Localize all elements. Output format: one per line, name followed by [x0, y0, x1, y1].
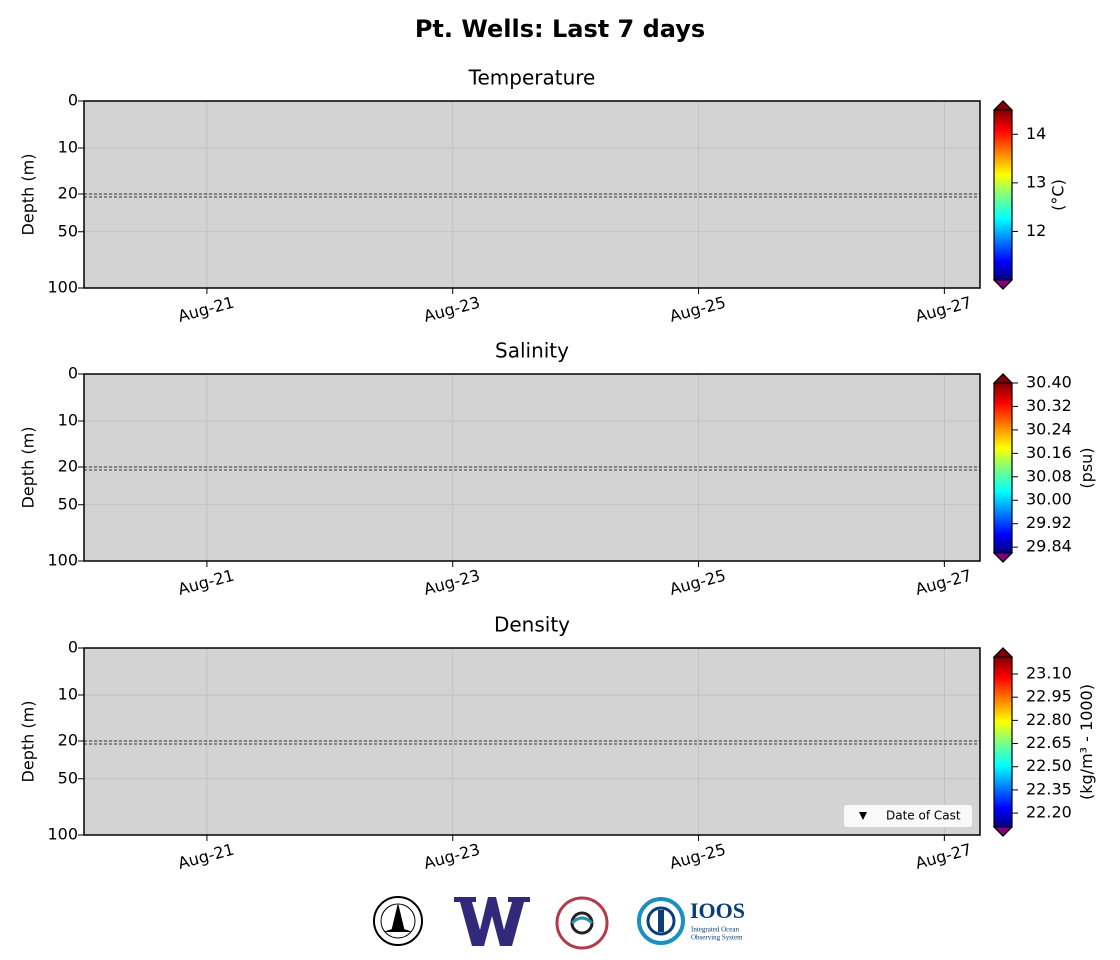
colorbar-extend — [992, 647, 1014, 658]
colorbar-tick-label: 22.80 — [1026, 710, 1072, 729]
colorbar-tick-label: 14 — [1026, 124, 1046, 143]
y-tick-label: 50 — [58, 221, 78, 240]
colorbar-tick-label: 30.00 — [1026, 490, 1072, 509]
colorbar — [994, 110, 1012, 280]
plot-frame — [83, 100, 981, 289]
colorbar-frame — [993, 100, 1013, 290]
colorbar-extend — [992, 373, 1014, 384]
y-tick-label: 0 — [68, 91, 78, 110]
colorbar-tick-label: 30.32 — [1026, 396, 1072, 415]
legend-marker — [859, 812, 867, 820]
colorbar-tick-label: 29.84 — [1026, 537, 1072, 556]
y-tick-label: 20 — [58, 184, 78, 203]
x-tick-label: Aug-21 — [176, 293, 236, 326]
colorbar-tick-label: 23.10 — [1026, 664, 1072, 683]
x-tick-label: Aug-25 — [667, 566, 727, 599]
subplot-title: Temperature — [468, 66, 596, 90]
colorbar-extend — [992, 100, 1014, 111]
subplot-title: Density — [494, 613, 570, 637]
colorbar-tick-label: 22.20 — [1026, 803, 1072, 822]
logo-ioos-ring — [637, 897, 685, 945]
figure-title: Pt. Wells: Last 7 days — [415, 15, 705, 43]
legend-label: Date of Cast — [886, 809, 961, 823]
y-tick-label: 0 — [68, 364, 78, 383]
colorbar-label: (kg/m³ - 1000) — [1077, 684, 1096, 800]
colorbar-frame — [993, 647, 1013, 837]
colorbar-label: (°C) — [1049, 179, 1068, 211]
legend-box — [844, 805, 972, 827]
logos: IOOS Integrated Ocean Observing System — [373, 896, 745, 950]
logo-ioos-text: IOOS — [690, 898, 745, 923]
x-tick-label: Aug-27 — [913, 840, 973, 873]
x-tick-label: Aug-21 — [176, 840, 236, 873]
y-tick-label: 20 — [58, 457, 78, 476]
y-axis-label: Depth (m) — [19, 427, 38, 509]
subplot-title: Salinity — [495, 339, 569, 363]
plot-frame — [83, 373, 981, 562]
plot-area — [84, 374, 980, 561]
colorbar-tick-label: 30.08 — [1026, 466, 1072, 485]
logo-ioos-sub: Integrated Ocean — [691, 926, 739, 934]
colorbar-extend — [992, 826, 1014, 837]
logo-ioos-sub: Observing System — [691, 934, 743, 942]
x-tick-label: Aug-23 — [422, 566, 482, 599]
y-tick-label: 100 — [47, 278, 78, 297]
y-tick-label: 100 — [47, 551, 78, 570]
y-tick-label: 10 — [58, 138, 78, 157]
x-tick-label: Aug-21 — [176, 566, 236, 599]
logo-tribal-wave — [570, 916, 594, 925]
colorbar-tick-label: 22.95 — [1026, 687, 1072, 706]
plot-area — [84, 101, 980, 288]
x-tick-label: Aug-23 — [422, 840, 482, 873]
y-axis-label: Depth (m) — [19, 701, 38, 783]
colorbar-tick-label: 22.50 — [1026, 756, 1072, 775]
y-axis-label: Depth (m) — [19, 154, 38, 236]
colorbar-tick-label: 29.92 — [1026, 513, 1072, 532]
plot-area — [84, 648, 980, 835]
x-tick-label: Aug-27 — [913, 293, 973, 326]
y-tick-label: 0 — [68, 638, 78, 657]
logo-uw — [454, 897, 530, 946]
colorbar — [994, 383, 1012, 553]
logo-tribal — [555, 896, 609, 950]
logo-ioos-inner — [646, 906, 676, 936]
colorbar-tick-label: 13 — [1026, 172, 1046, 191]
colorbar-tick-label: 12 — [1026, 221, 1046, 240]
colorbar — [994, 657, 1012, 827]
y-tick-label: 100 — [47, 825, 78, 844]
x-tick-label: Aug-25 — [667, 840, 727, 873]
logo-seal-icon — [384, 904, 412, 933]
y-tick-label: 50 — [58, 768, 78, 787]
logo-ioos-bar — [658, 910, 664, 932]
logo-seal-ring — [380, 903, 416, 939]
y-tick-label: 20 — [58, 731, 78, 750]
y-tick-label: 10 — [58, 685, 78, 704]
colorbar-tick-label: 22.35 — [1026, 779, 1072, 798]
colorbar-label: (psu) — [1077, 447, 1096, 488]
colorbar-tick-label: 22.65 — [1026, 733, 1072, 752]
colorbar-frame — [993, 373, 1013, 563]
x-tick-label: Aug-27 — [913, 566, 973, 599]
x-tick-label: Aug-23 — [422, 293, 482, 326]
colorbar-extend — [992, 279, 1014, 290]
y-tick-label: 10 — [58, 411, 78, 430]
plot-frame — [83, 647, 981, 836]
x-tick-label: Aug-25 — [667, 293, 727, 326]
colorbar-tick-label: 30.40 — [1026, 373, 1072, 392]
y-tick-label: 50 — [58, 494, 78, 513]
colorbar-extend — [992, 552, 1014, 563]
colorbar-tick-label: 30.24 — [1026, 419, 1072, 438]
colorbar-tick-label: 30.16 — [1026, 443, 1072, 462]
